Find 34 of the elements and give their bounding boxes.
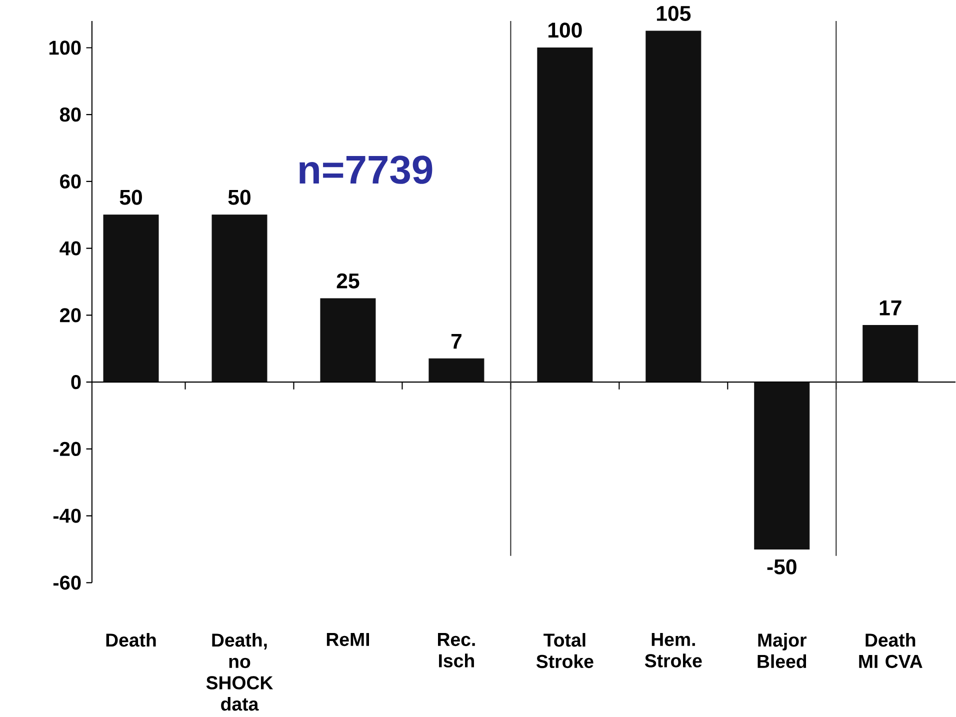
bar xyxy=(212,214,268,383)
y-tick-label: 0 xyxy=(71,375,81,390)
x-tick-label: Death, no SHOCK data xyxy=(206,633,274,711)
data-label: 50 xyxy=(228,190,250,206)
bar xyxy=(862,325,918,383)
x-tick-label: Death MI CVA xyxy=(859,633,922,668)
x-tick-label: Major Bleed xyxy=(758,633,807,668)
x-tick-label: ReMI xyxy=(326,633,369,646)
data-label: -50 xyxy=(767,559,796,575)
data-label: 105 xyxy=(656,6,691,22)
bar xyxy=(646,30,702,383)
data-label: 50 xyxy=(120,190,142,206)
y-tick-label: -40 xyxy=(53,508,81,524)
data-label: 100 xyxy=(548,22,582,38)
x-tick-label: Total Stroke xyxy=(536,633,594,668)
data-label: 7 xyxy=(451,334,462,349)
bar xyxy=(754,382,810,550)
annotation: n=7739 xyxy=(300,156,432,184)
x-tick-label: Death xyxy=(106,633,156,647)
data-label: 17 xyxy=(880,300,902,316)
data-label: 25 xyxy=(336,274,360,289)
y-tick-label: -20 xyxy=(53,442,81,456)
y-tick-label: -60 xyxy=(53,576,81,590)
x-tick-label: Rec. Isch xyxy=(438,633,475,668)
y-tick-label: 80 xyxy=(60,108,81,122)
bar xyxy=(320,298,376,383)
bar xyxy=(428,358,484,383)
bar xyxy=(103,214,159,383)
y-tick-label: 20 xyxy=(60,308,81,322)
x-tick-label: Hem. Stroke xyxy=(644,633,702,668)
y-tick-label: 60 xyxy=(60,174,81,189)
y-tick-label: 40 xyxy=(60,241,81,256)
bar xyxy=(537,48,593,383)
y-tick-label: 100 xyxy=(49,40,81,55)
